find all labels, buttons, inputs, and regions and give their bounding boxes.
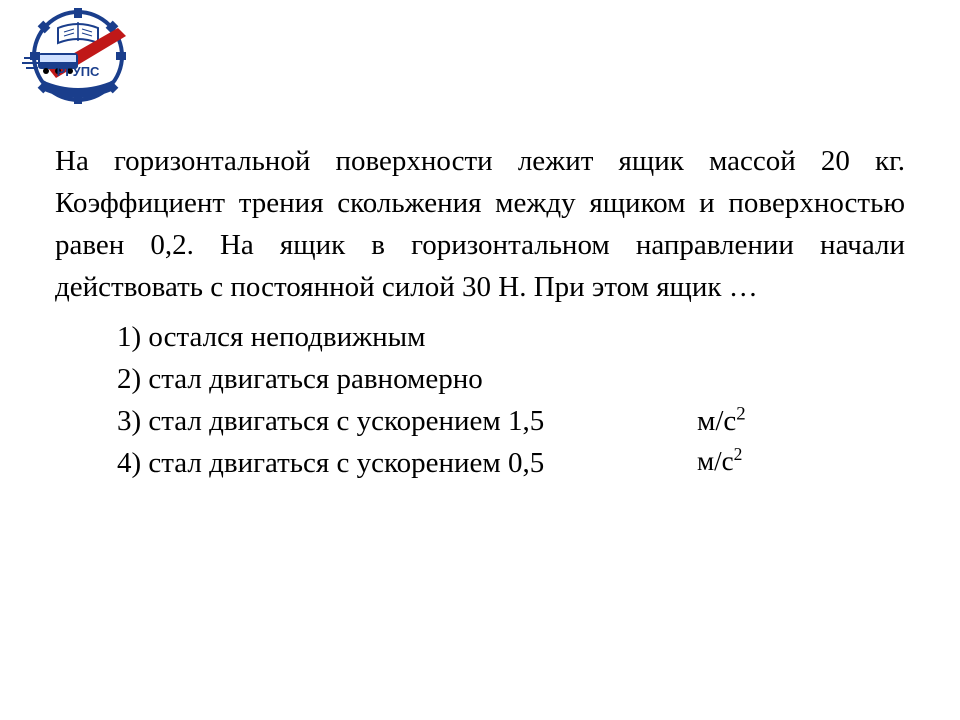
option-3: 3) стал двигаться с ускорением 1,5 м/с2 (117, 400, 905, 442)
university-logo: РГУПС (18, 8, 138, 108)
option-2-label: 2) стал двигаться равномерно (117, 363, 483, 395)
option-3-label: 3) стал двигаться с ускорением 1,5 (117, 405, 544, 437)
option-2: 2) стал двигаться равномерно (117, 358, 905, 400)
option-1-label: 1) остался неподвижным (117, 321, 426, 353)
option-4: 4) стал двигаться с ускорением 0,5 м/с2 (117, 442, 905, 484)
problem-statement: На горизонтальной поверхности лежит ящик… (55, 140, 905, 308)
answer-options: 1) остался неподвижным 2) стал двигаться… (55, 316, 905, 484)
slide-content: На горизонтальной поверхности лежит ящик… (55, 140, 905, 484)
option-4-unit: м/с2 (697, 442, 742, 481)
logo-text: РГУПС (57, 64, 100, 79)
option-3-unit: м/с2 (697, 400, 746, 442)
option-4-label: 4) стал двигаться с ускорением 0,5 (117, 447, 544, 479)
option-1: 1) остался неподвижным (117, 316, 905, 358)
